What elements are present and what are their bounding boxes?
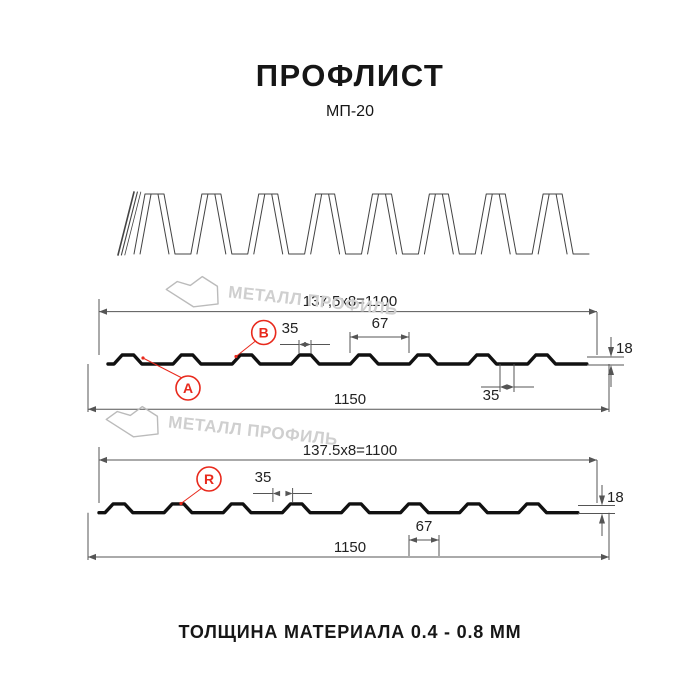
svg-text:МЕТАЛЛ ПРОФИЛЬ: МЕТАЛЛ ПРОФИЛЬ bbox=[167, 412, 338, 449]
svg-text:МЕТАЛЛ ПРОФИЛЬ: МЕТАЛЛ ПРОФИЛЬ bbox=[227, 282, 398, 319]
